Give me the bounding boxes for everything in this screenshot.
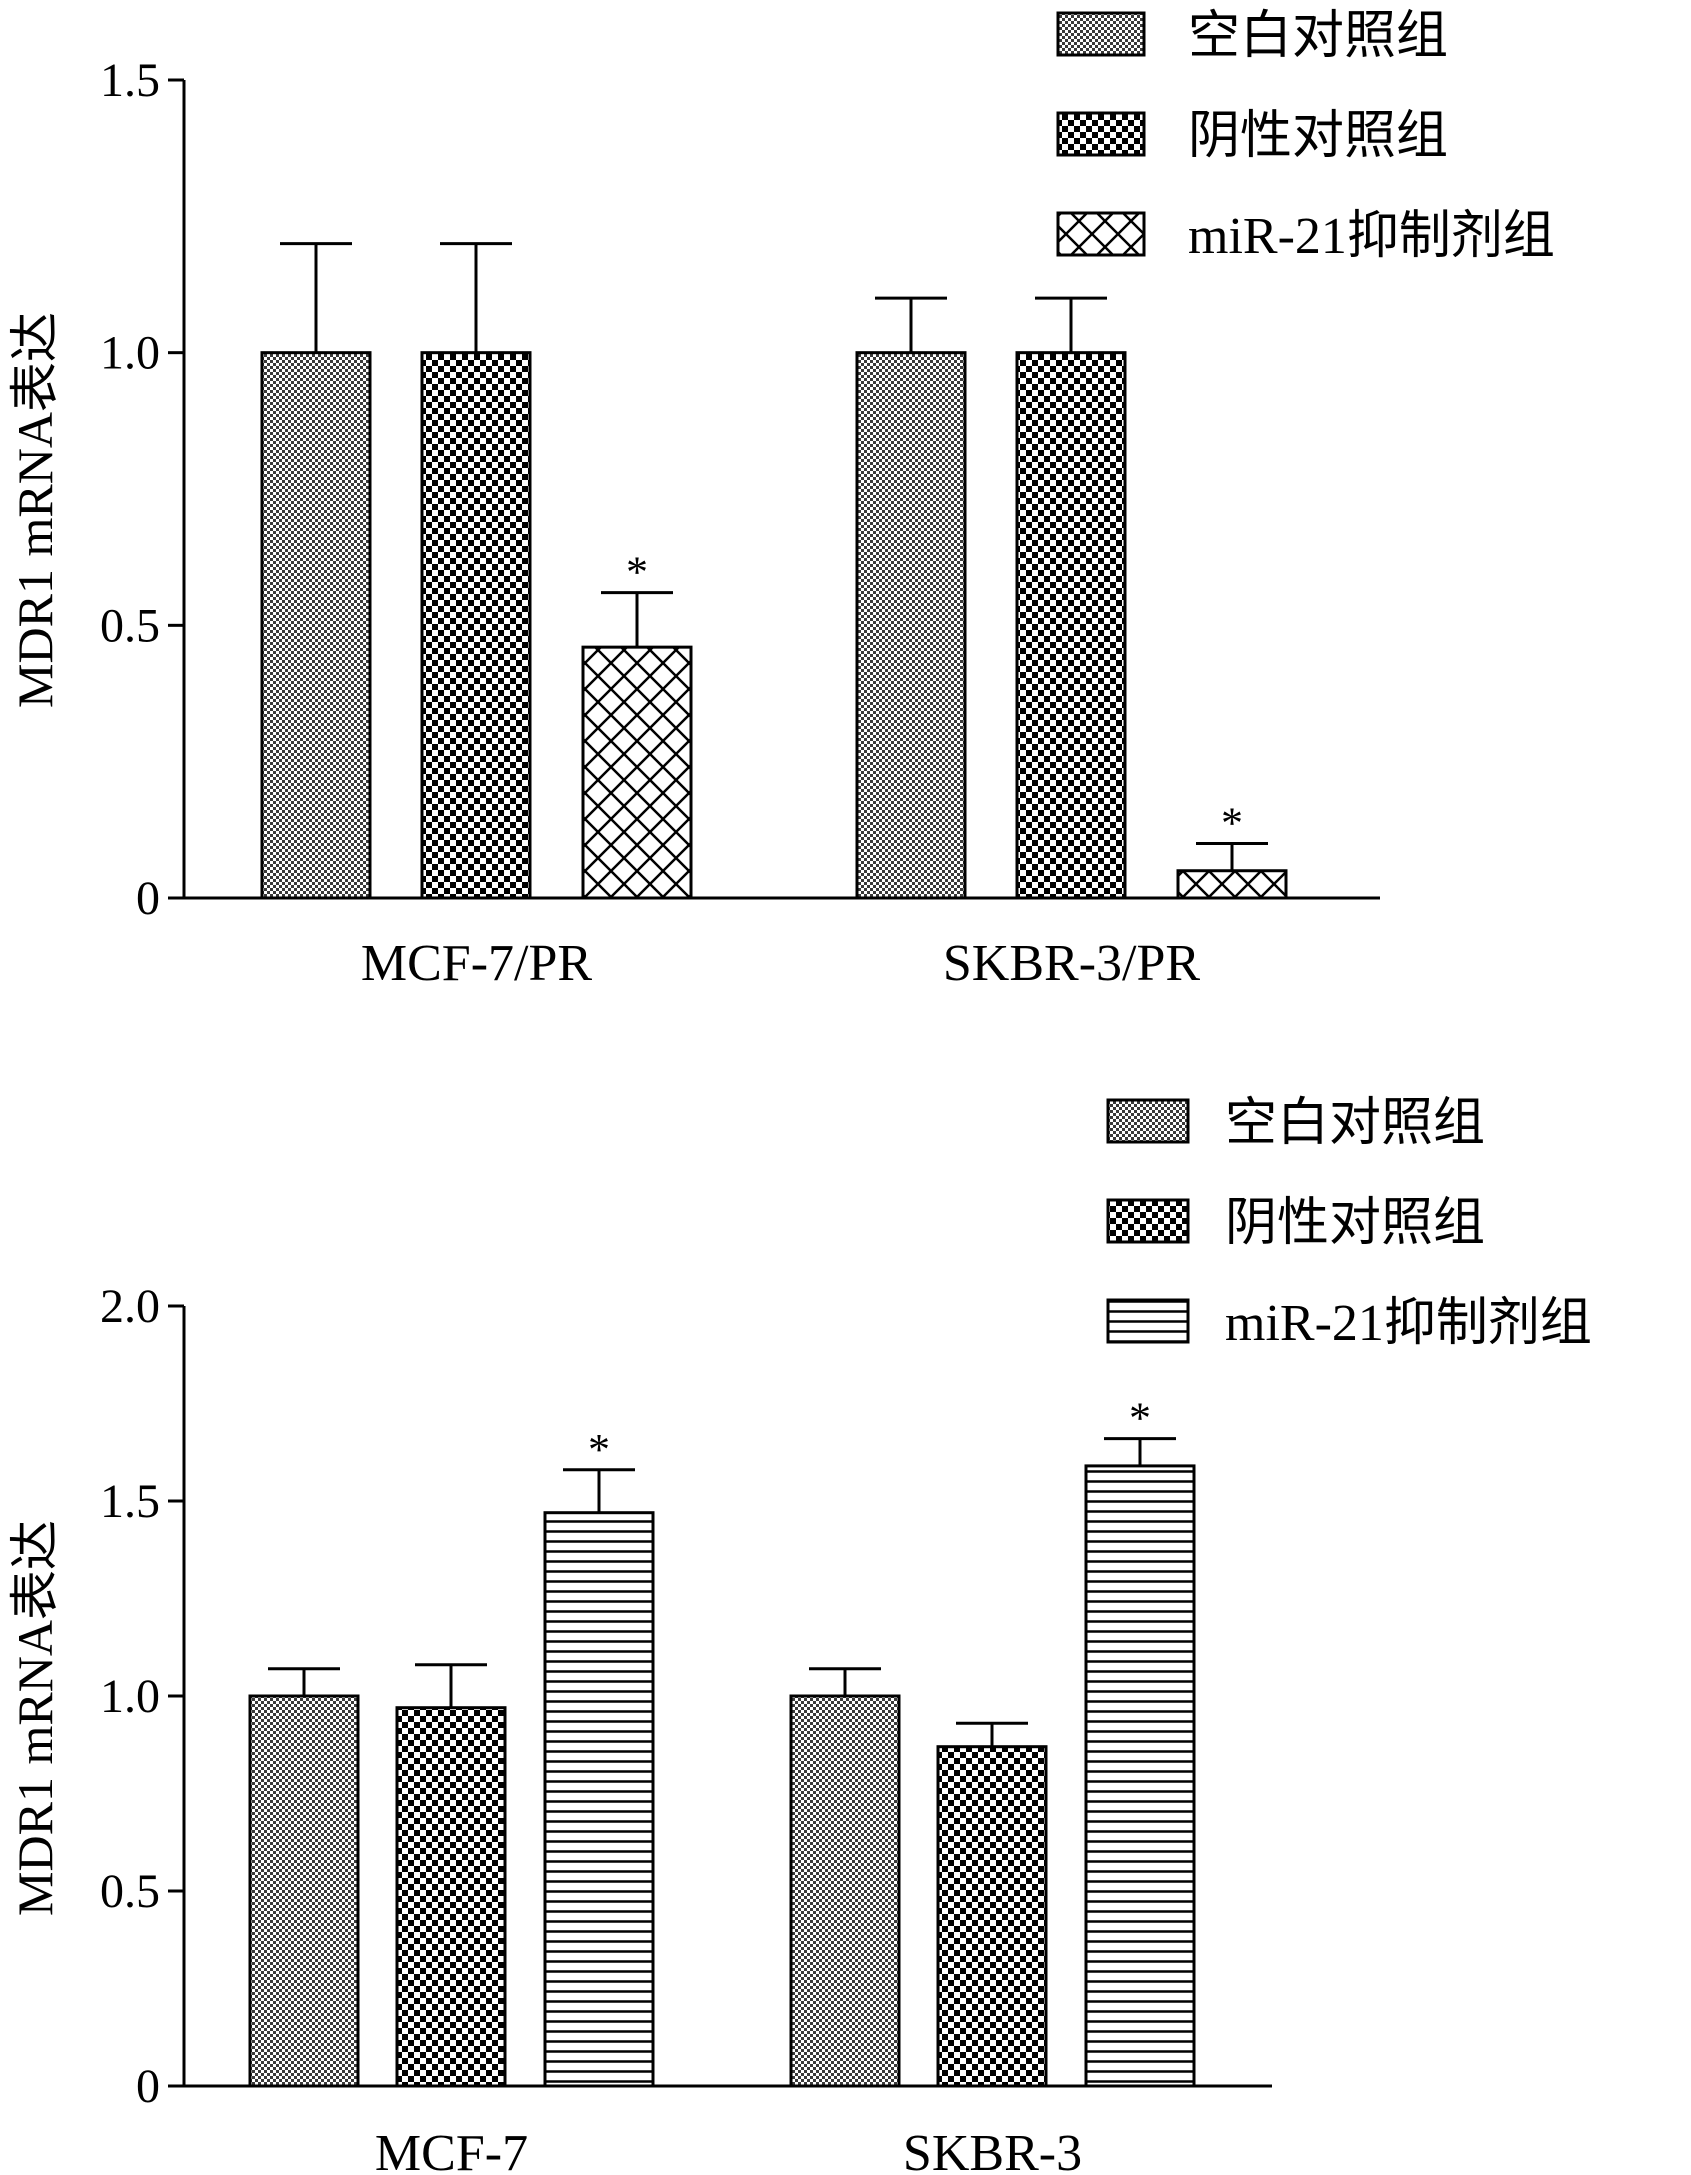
- chart1-bar: [1176, 869, 1288, 900]
- chart2-legend-swatch: [1106, 1298, 1190, 1344]
- chart1-legend-swatch: [1056, 211, 1146, 257]
- chart1-y-tick-label: 0: [136, 872, 160, 925]
- chart2-bar: [1084, 1464, 1196, 2088]
- chart1-bar: [420, 351, 532, 900]
- chart2-category-label: MCF-7: [375, 2125, 528, 2175]
- chart2-category-label: SKBR-3: [903, 2125, 1082, 2175]
- chart1-bar: [260, 351, 372, 900]
- chart-bottom: 0 0.5 1.0 1.5 2.0 MDR1 mRNA表达 * MCF-7 * SKBR-3 空白对…: [7, 1095, 1592, 2175]
- chart2-legend-label: 空白对照组: [1225, 1095, 1485, 1152]
- chart2-y-tick-label: 0: [136, 2060, 160, 2113]
- chart-top: 0 0.5 1.0 1.5 MDR1 mRNA表达 * MCF-7/PR * SKBR-3/PR…: [7, 8, 1555, 992]
- chart2-bar: [789, 1694, 901, 2088]
- chart1-legend-swatch: [1056, 111, 1146, 157]
- chart2-significance-mark: *: [1129, 1394, 1151, 1443]
- chart2-legend-label: miR-21抑制剂组: [1225, 1295, 1592, 1352]
- chart2-bar: [543, 1511, 655, 2088]
- chart1-y-axis-title: MDR1 mRNA表达: [7, 312, 63, 708]
- chart2-y-tick-label: 1.0: [100, 1670, 160, 1723]
- chart1-y-tick-label: 1.0: [100, 327, 160, 380]
- chart2-y-axis-title: MDR1 mRNA表达: [7, 1520, 63, 1916]
- chart1-bar: [1015, 351, 1127, 900]
- chart1-legend-swatch: [1056, 11, 1146, 57]
- chart2-bar: [248, 1694, 360, 2088]
- chart2-y-tick-label: 2.0: [100, 1280, 160, 1333]
- chart2-legend-swatch: [1106, 1198, 1190, 1244]
- chart2-legend-label: 阴性对照组: [1225, 1195, 1485, 1252]
- chart1-legend-label: 阴性对照组: [1188, 108, 1448, 165]
- chart2-legend-swatch: [1106, 1098, 1190, 1144]
- chart2-y-tick-label: 0.5: [100, 1865, 160, 1918]
- chart1-legend-label: 空白对照组: [1188, 8, 1448, 65]
- chart1-significance-mark: *: [626, 548, 648, 597]
- chart1-bar: [581, 645, 693, 900]
- chart2-bar: [395, 1706, 507, 2088]
- chart2-y-tick-label: 1.5: [100, 1475, 160, 1528]
- chart2-bar: [936, 1745, 1048, 2088]
- chart1-category-label: SKBR-3/PR: [943, 935, 1201, 992]
- chart1-category-label: MCF-7/PR: [361, 935, 593, 992]
- chart1-y-tick-label: 1.5: [100, 54, 160, 107]
- chart1-significance-mark: *: [1221, 798, 1243, 847]
- chart2-significance-mark: *: [588, 1425, 610, 1474]
- chart1-bar: [855, 351, 967, 900]
- chart1-legend-label: miR-21抑制剂组: [1188, 208, 1555, 265]
- chart1-y-tick-label: 0.5: [100, 599, 160, 652]
